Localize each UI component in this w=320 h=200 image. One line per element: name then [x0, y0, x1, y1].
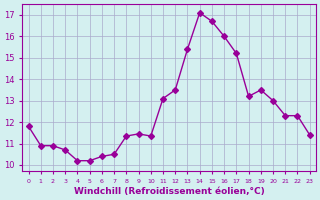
X-axis label: Windchill (Refroidissement éolien,°C): Windchill (Refroidissement éolien,°C): [74, 187, 265, 196]
